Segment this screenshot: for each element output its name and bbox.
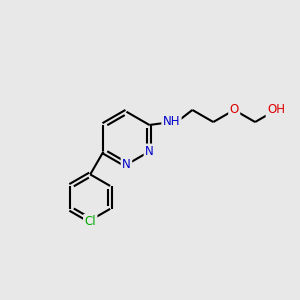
Text: NH: NH [163,115,180,128]
Text: Cl: Cl [84,215,96,228]
Text: N: N [145,145,154,158]
Text: OH: OH [267,103,285,116]
Text: N: N [122,158,131,171]
Text: O: O [230,103,239,116]
